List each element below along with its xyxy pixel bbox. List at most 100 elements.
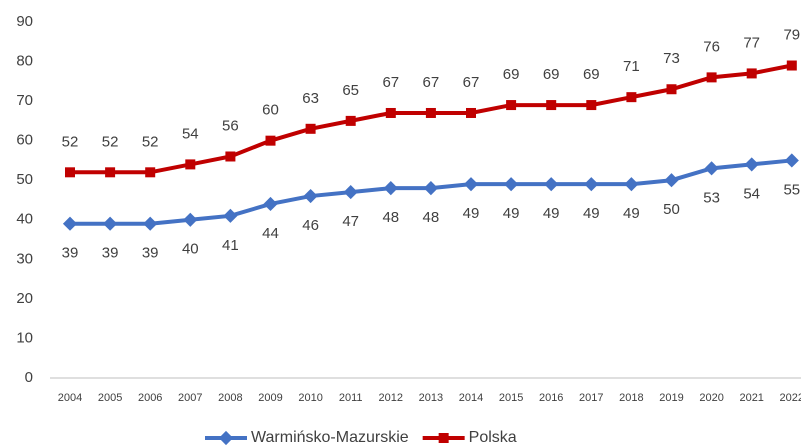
marker bbox=[506, 100, 517, 111]
marker bbox=[385, 107, 396, 118]
data-label: 49 bbox=[543, 205, 560, 222]
data-label: 39 bbox=[102, 245, 119, 262]
y-tick-label: 0 bbox=[25, 369, 33, 386]
x-tick-label: 2012 bbox=[379, 392, 403, 404]
data-label: 53 bbox=[703, 189, 720, 206]
y-tick-label: 40 bbox=[16, 211, 33, 228]
marker bbox=[303, 188, 318, 204]
x-tick-label: 2019 bbox=[659, 392, 683, 404]
data-label: 56 bbox=[222, 117, 239, 134]
x-tick-label: 2022 bbox=[780, 392, 801, 404]
marker bbox=[466, 107, 476, 118]
x-tick-label: 2006 bbox=[138, 392, 162, 404]
x-tick-label: 2015 bbox=[499, 392, 523, 404]
data-label: 49 bbox=[503, 205, 520, 222]
data-label: 69 bbox=[583, 66, 600, 83]
marker bbox=[666, 84, 677, 95]
marker bbox=[145, 167, 156, 178]
x-tick-label: 2004 bbox=[58, 392, 82, 404]
data-label: 54 bbox=[182, 125, 199, 142]
data-label: 52 bbox=[62, 133, 79, 150]
data-label: 40 bbox=[182, 241, 199, 258]
marker bbox=[706, 72, 717, 83]
marker bbox=[704, 161, 719, 176]
data-label: 71 bbox=[623, 58, 640, 75]
marker bbox=[185, 159, 196, 170]
data-label: 52 bbox=[142, 133, 159, 150]
marker bbox=[345, 115, 356, 126]
marker bbox=[786, 60, 797, 71]
data-label: 67 bbox=[382, 74, 399, 91]
marker bbox=[744, 157, 759, 172]
x-tick-label: 2010 bbox=[298, 392, 322, 404]
data-label: 50 bbox=[663, 201, 680, 218]
data-label: 63 bbox=[302, 90, 319, 107]
data-label: 69 bbox=[543, 66, 560, 83]
x-tick-label: 2014 bbox=[459, 392, 483, 404]
legend-label: Warmińsko-Mazurskie bbox=[251, 429, 409, 446]
marker bbox=[544, 177, 559, 192]
x-tick-label: 2011 bbox=[339, 392, 363, 404]
marker bbox=[383, 181, 398, 196]
marker bbox=[425, 107, 436, 118]
data-label: 67 bbox=[423, 74, 440, 91]
x-tick-label: 2008 bbox=[218, 392, 242, 404]
marker bbox=[263, 196, 278, 212]
data-label: 52 bbox=[102, 133, 119, 150]
y-tick-label: 30 bbox=[16, 250, 33, 267]
marker bbox=[62, 216, 78, 231]
x-tick-label: 2016 bbox=[539, 392, 563, 404]
y-tick-label: 80 bbox=[16, 53, 33, 70]
data-label: 49 bbox=[583, 205, 600, 222]
data-label: 79 bbox=[783, 26, 800, 43]
data-label: 39 bbox=[142, 245, 159, 262]
data-label: 55 bbox=[783, 181, 800, 198]
x-tick-label: 2020 bbox=[699, 392, 723, 404]
marker bbox=[103, 216, 118, 231]
marker bbox=[105, 167, 116, 178]
data-label: 47 bbox=[342, 213, 359, 230]
marker bbox=[463, 177, 479, 192]
x-tick-label: 2013 bbox=[419, 392, 443, 404]
marker bbox=[183, 212, 198, 227]
y-tick-label: 10 bbox=[16, 329, 33, 346]
marker bbox=[586, 100, 597, 111]
y-tick-label: 90 bbox=[16, 13, 33, 30]
data-label: 48 bbox=[382, 209, 399, 226]
data-label: 65 bbox=[342, 82, 359, 99]
x-tick-label: 2007 bbox=[178, 392, 202, 404]
data-label: 60 bbox=[262, 102, 279, 119]
x-tick-label: 2009 bbox=[258, 392, 282, 404]
marker bbox=[746, 68, 757, 79]
marker bbox=[584, 177, 599, 192]
marker bbox=[624, 177, 639, 192]
data-label: 76 bbox=[703, 38, 720, 55]
legend-label: Polska bbox=[469, 429, 517, 446]
data-label: 54 bbox=[743, 185, 760, 202]
data-label: 39 bbox=[62, 245, 79, 262]
data-label: 41 bbox=[222, 237, 239, 254]
marker bbox=[223, 208, 238, 223]
legend-marker bbox=[218, 430, 234, 446]
data-label: 67 bbox=[463, 74, 480, 91]
x-tick-label: 2005 bbox=[98, 392, 122, 404]
marker bbox=[343, 185, 358, 200]
data-label: 69 bbox=[503, 66, 520, 83]
x-tick-label: 2021 bbox=[739, 392, 763, 404]
marker bbox=[305, 123, 316, 134]
data-label: 48 bbox=[423, 209, 440, 226]
x-tick-label: 2017 bbox=[579, 392, 603, 404]
data-label: 46 bbox=[302, 217, 319, 234]
marker bbox=[143, 216, 158, 231]
data-label: 49 bbox=[623, 205, 640, 222]
data-label: 73 bbox=[663, 50, 680, 67]
marker bbox=[784, 153, 799, 168]
y-tick-label: 60 bbox=[16, 132, 33, 149]
marker bbox=[546, 100, 557, 111]
marker bbox=[65, 167, 75, 178]
y-tick-label: 20 bbox=[16, 290, 33, 307]
marker bbox=[225, 151, 236, 162]
data-label: 49 bbox=[463, 205, 480, 222]
marker bbox=[265, 135, 276, 146]
